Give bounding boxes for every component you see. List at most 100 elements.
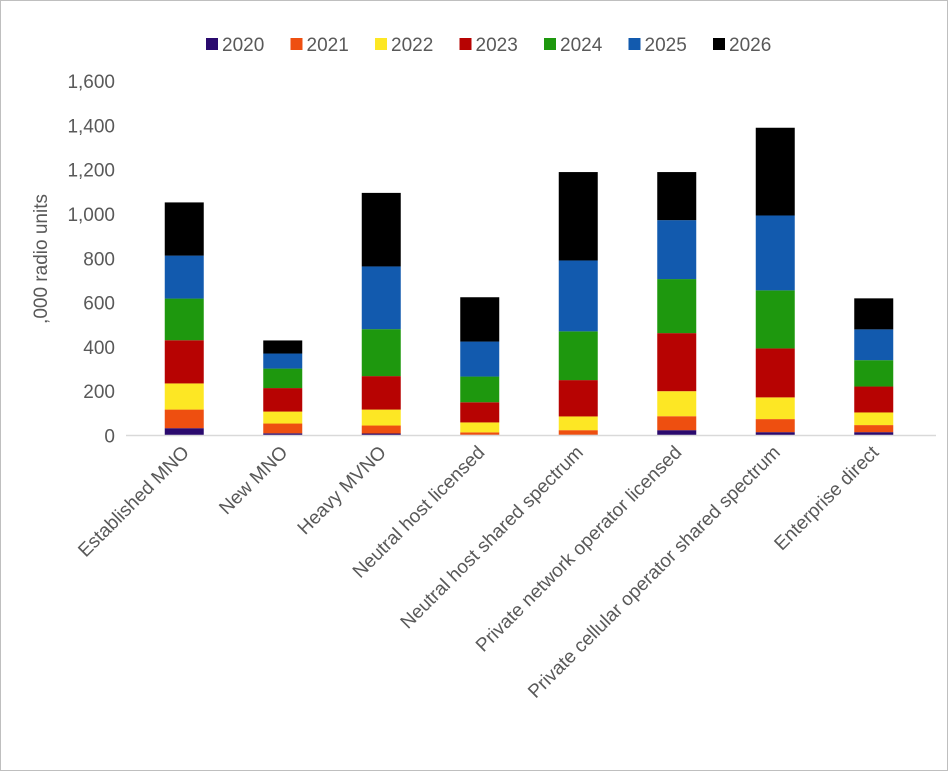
bar-segment-2026 (558, 172, 598, 261)
bar-segment-2024 (657, 279, 697, 334)
bar-segment-2022 (755, 397, 795, 420)
y-tick-label: 800 (83, 249, 115, 270)
legend-label: 2020 (222, 35, 264, 56)
x-axis: Established MNO New MNO Heavy MVNONeutral … (74, 442, 883, 703)
bar-segment-2025 (755, 215, 795, 291)
bar-segment-2025 (854, 329, 894, 361)
bar-stack (460, 297, 500, 436)
bar-segment-2025 (263, 353, 303, 369)
y-axis-label: ,000 radio units (31, 194, 52, 324)
bar-segment-2025 (164, 255, 204, 299)
bar-segment-2021 (263, 423, 303, 434)
legend-item: 2024 (544, 35, 603, 56)
legend-label: 2023 (476, 35, 518, 56)
legend-swatch (459, 38, 472, 50)
bar-segment-2020 (263, 433, 303, 436)
bar-segment-2022 (164, 383, 204, 410)
legend-label: 2022 (391, 35, 433, 56)
y-tick-label: 0 (104, 427, 115, 448)
bar-segment-2024 (558, 331, 598, 381)
bar-segment-2023 (361, 376, 401, 410)
legend-item: 2022 (375, 35, 433, 56)
bar-segment-2021 (854, 425, 894, 433)
bar-segment-2021 (657, 416, 697, 431)
bar-segment-2022 (854, 412, 894, 426)
bar-segment-2023 (657, 333, 697, 392)
bar-segment-2022 (558, 416, 598, 431)
bar-segment-2024 (755, 290, 795, 349)
bar-segment-2022 (361, 409, 401, 426)
y-tick-label: 1,400 (67, 116, 115, 137)
bar-segment-2026 (460, 297, 500, 342)
bar-segment-2023 (755, 348, 795, 398)
legend-swatch (206, 38, 218, 50)
y-tick-label: 400 (83, 338, 115, 359)
bar-stack (755, 127, 795, 436)
bar-segment-2023 (263, 388, 303, 412)
bar-segment-2026 (657, 172, 697, 221)
bar-segment-2020 (854, 432, 894, 436)
legend-label: 2024 (560, 35, 603, 56)
bar-segment-2020 (755, 432, 795, 436)
bar-segment-2023 (164, 340, 204, 384)
bar-stack (263, 340, 303, 436)
bar-segment-2021 (460, 432, 500, 435)
bar-stack (558, 172, 598, 436)
bar-segment-2025 (460, 341, 500, 377)
bar-segment-2023 (854, 386, 894, 413)
bar-segment-2025 (657, 220, 697, 280)
x-tick-label: Established MNO (74, 442, 193, 561)
bar-segment-2025 (361, 266, 401, 330)
bar-segment-2024 (361, 329, 401, 377)
legend-label: 2025 (645, 35, 687, 56)
bar-segment-2021 (755, 419, 795, 433)
legend-label: 2021 (307, 35, 349, 56)
bar-segment-2023 (558, 380, 598, 417)
legend-item: 2021 (290, 35, 349, 56)
legend: 2020 2021 2022 2023 2024 2025 2026 (206, 35, 771, 56)
bar-stack (361, 192, 401, 436)
bar-segment-2026 (164, 202, 204, 256)
bar-segment-2024 (854, 360, 894, 387)
bar-segment-2022 (657, 391, 697, 417)
y-tick-label: 1,200 (67, 161, 115, 182)
bar-segment-2023 (460, 402, 500, 423)
legend-swatch (290, 38, 303, 50)
legend-label: 2026 (729, 35, 771, 56)
bar-segment-2021 (558, 430, 598, 435)
bar-segment-2020 (361, 433, 401, 436)
legend-item: 2025 (628, 35, 687, 56)
bar-segment-2024 (164, 298, 204, 341)
bar-stack (657, 172, 697, 436)
y-tick-label: 200 (83, 382, 115, 403)
legend-swatch (628, 38, 641, 50)
bar-segment-2021 (164, 409, 204, 429)
legend-item: 2020 (206, 35, 264, 56)
legend-swatch (375, 38, 387, 50)
bar-segment-2024 (460, 376, 500, 403)
x-tick-label: Private network operator licensed (472, 442, 686, 656)
bar-segment-2026 (755, 127, 795, 216)
bar-segment-2020 (657, 430, 697, 436)
y-axis: 0 200 400 600 800 1,000 1,200 1,400 1,600 (67, 72, 115, 448)
bar-segment-2026 (854, 298, 894, 330)
bar-segment-2026 (263, 340, 303, 354)
bar-segment-2020 (164, 428, 204, 436)
y-tick-label: 600 (83, 294, 115, 315)
legend-item: 2026 (713, 35, 771, 56)
y-tick-label: 1,000 (67, 205, 115, 226)
bar-segment-2025 (558, 260, 598, 332)
y-tick-label: 1,600 (67, 72, 115, 93)
bar-segment-2021 (361, 425, 401, 434)
legend-item: 2023 (459, 35, 518, 56)
legend-swatch (544, 38, 556, 50)
bar-stack (854, 298, 894, 436)
legend-swatch (713, 38, 725, 50)
bar-segment-2026 (361, 192, 401, 267)
x-tick-label: Enterprise direct (771, 442, 884, 555)
bars (164, 127, 894, 436)
bar-segment-2022 (460, 422, 500, 433)
bar-stack (164, 202, 204, 436)
bar-segment-2024 (263, 368, 303, 389)
